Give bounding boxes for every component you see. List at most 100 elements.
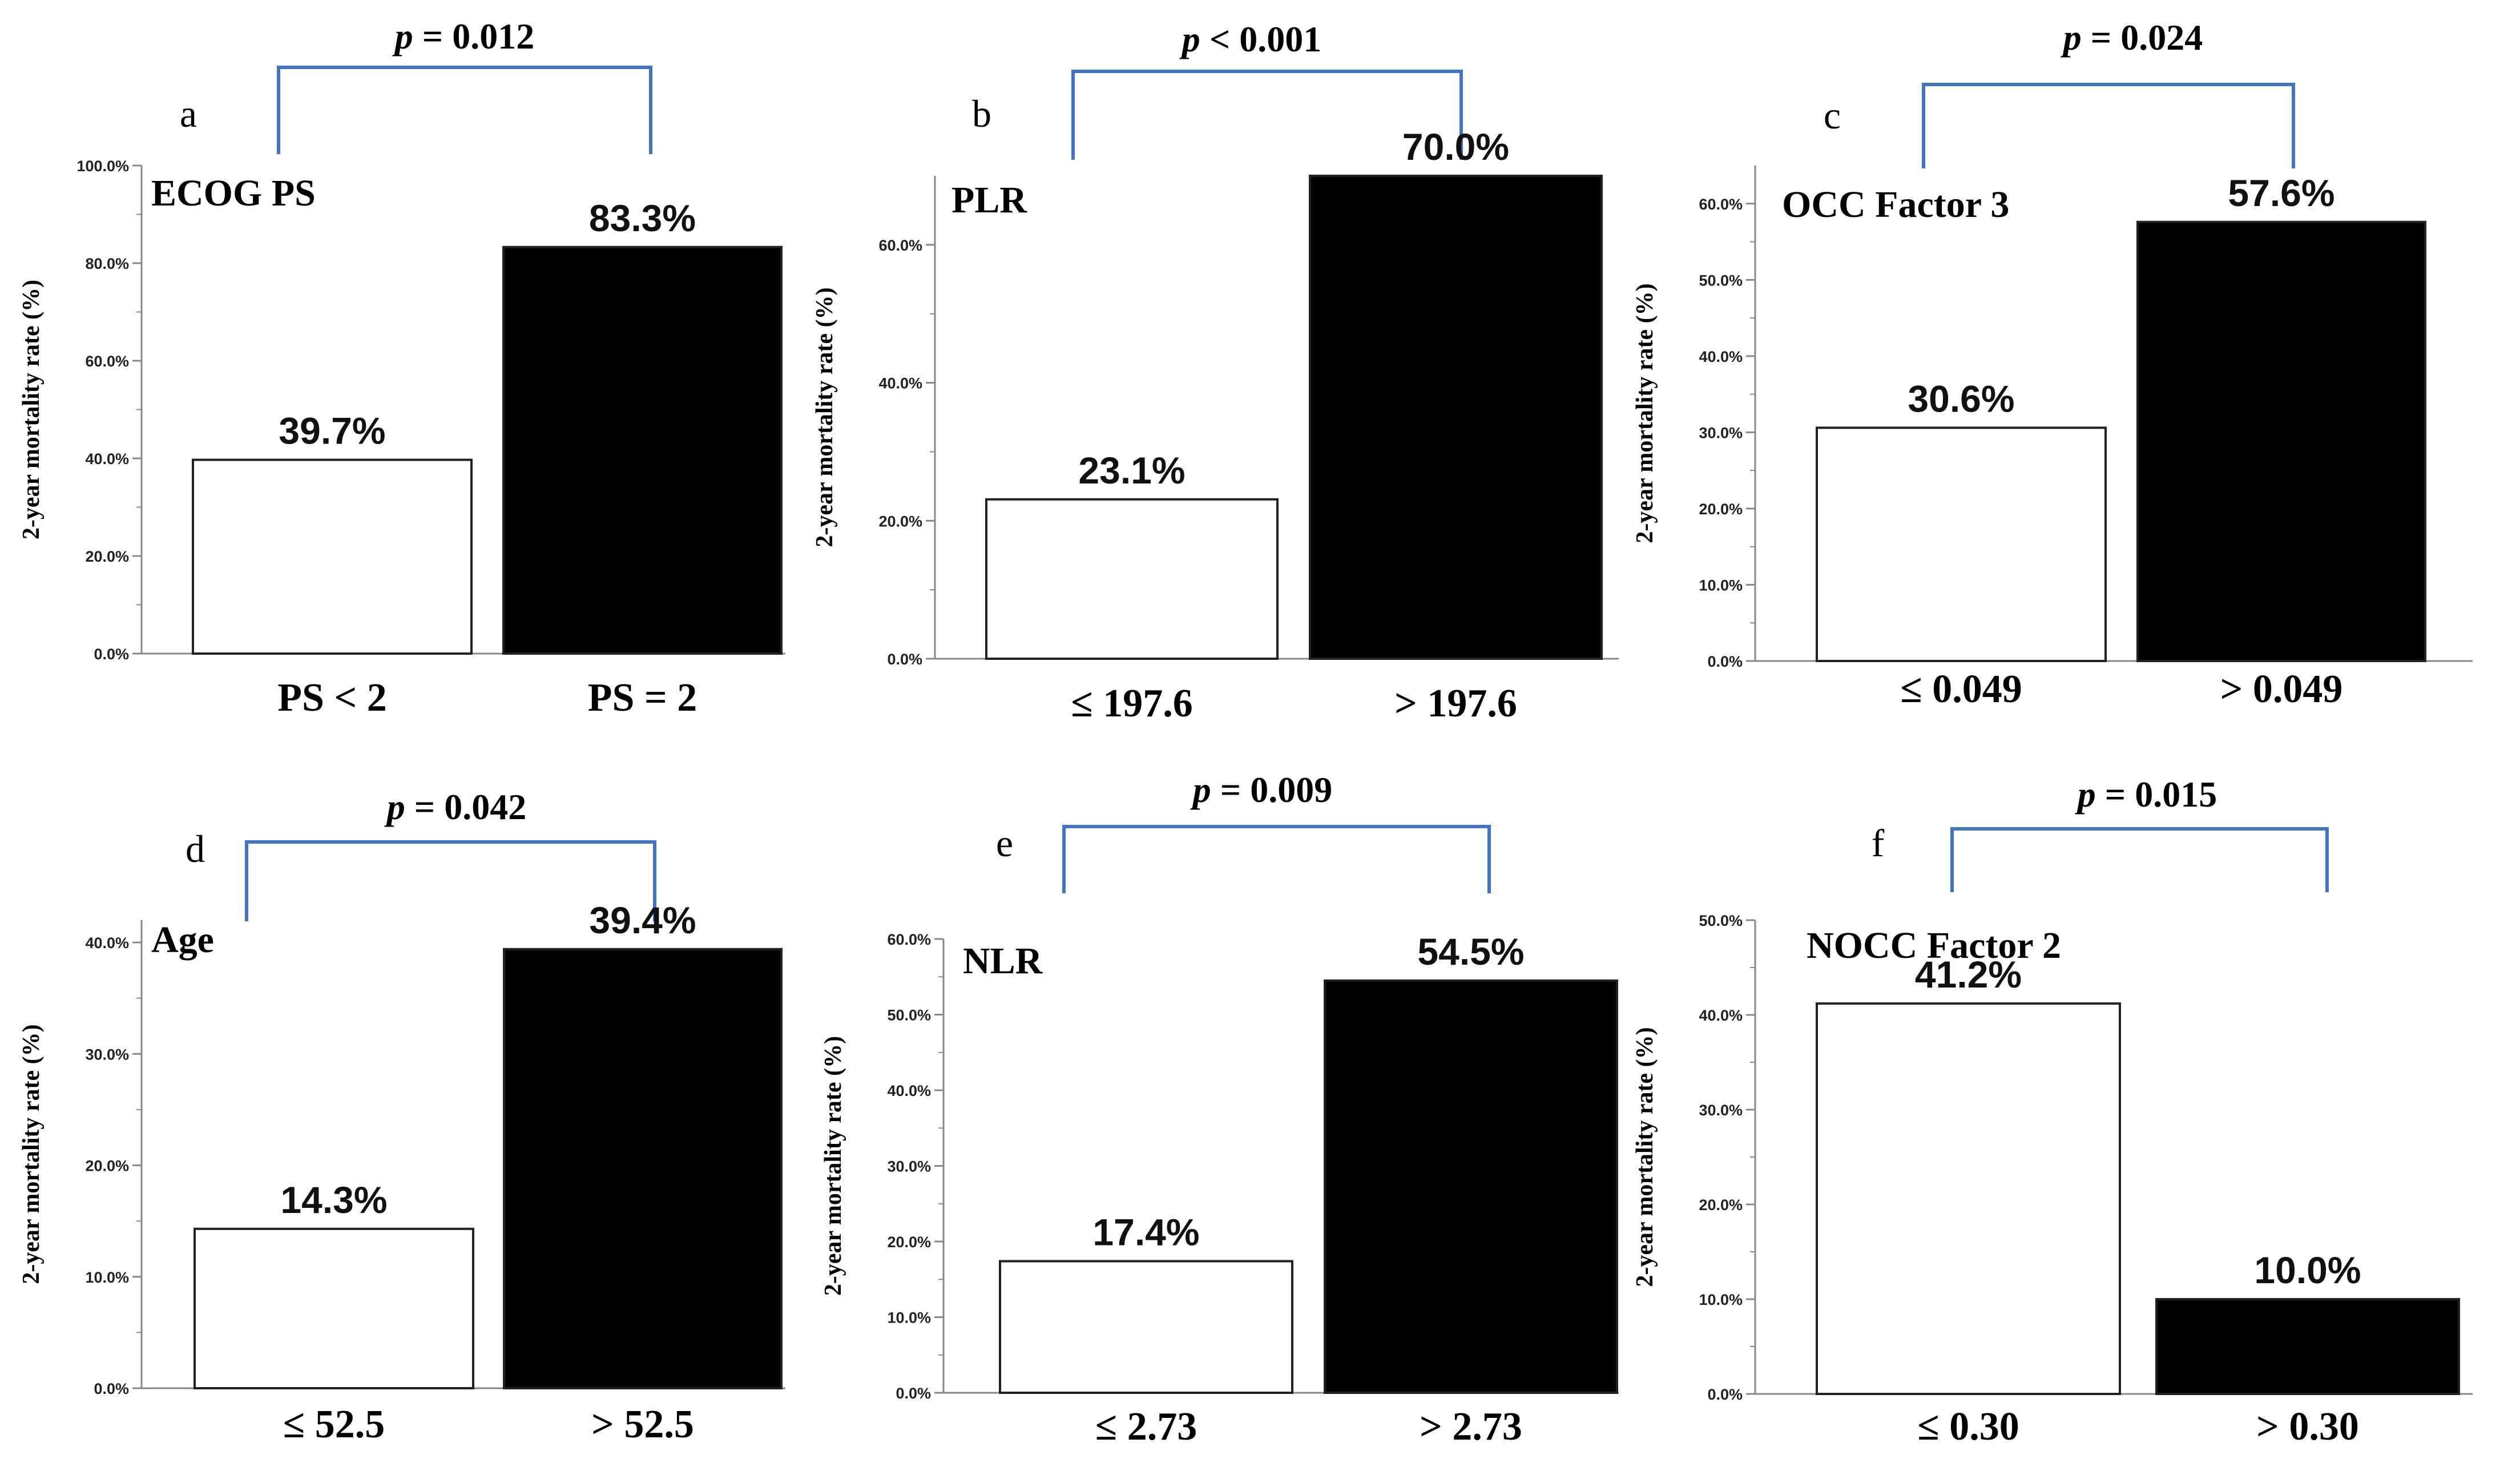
- significance-bracket: [1071, 70, 1463, 160]
- y-tick-label: 40.0%: [85, 450, 129, 467]
- x-category-label: > 0.049: [2220, 667, 2343, 711]
- x-category-label: ≤ 0.30: [1917, 1405, 2019, 1449]
- bar-value-label: 54.5%: [1417, 930, 1524, 973]
- bar-value-label: 39.4%: [589, 899, 696, 941]
- panel-title: NOCC Factor 2: [1807, 925, 2061, 966]
- panel-title: Age: [151, 919, 214, 961]
- x-category-label: PS < 2: [277, 676, 387, 720]
- chart-panel-d: p = 0.042 d 0.0% 10.0% 20.0% 30.0% 40.0% 2-year…: [18, 787, 785, 1446]
- y-tick-label: 10.0%: [85, 1269, 129, 1286]
- bar-low-group: [1816, 1002, 2121, 1395]
- significance-bracket: [1950, 827, 2329, 892]
- significance-bracket: [1922, 83, 2295, 168]
- x-category-label: ≤ 52.5: [283, 1402, 385, 1446]
- y-tick-label: 50.0%: [887, 1007, 931, 1024]
- panel-letter: f: [1872, 821, 1885, 865]
- p-value-label: p < 0.001: [1179, 19, 1321, 59]
- y-axis-label: 2-year mortality rate (%): [1632, 283, 1658, 543]
- p-value-label: p = 0.015: [2075, 774, 2217, 815]
- y-tick-label: 0.0%: [896, 1385, 931, 1402]
- y-tick-label: 20.0%: [887, 1234, 931, 1251]
- panel-title: ECOG PS: [151, 172, 316, 214]
- y-tick-label: 60.0%: [85, 353, 129, 370]
- y-tick-label: 20.0%: [1699, 501, 1743, 518]
- y-tick-label: 100.0%: [76, 158, 129, 175]
- bar-low-group: [192, 458, 473, 655]
- bar-low-group: [193, 1227, 474, 1390]
- panel-letter: d: [186, 827, 205, 870]
- y-tick-label: 20.0%: [878, 513, 922, 530]
- bar-value-label: 83.3%: [589, 197, 696, 239]
- y-tick-label: 10.0%: [1699, 577, 1743, 594]
- bar-value-label: 14.3%: [280, 1179, 387, 1221]
- p-value-label: p = 0.042: [384, 787, 526, 827]
- bar-value-label: 23.1%: [1078, 449, 1185, 491]
- y-tick-label: 0.0%: [1707, 653, 1743, 670]
- x-category-label: > 2.73: [1420, 1405, 1522, 1449]
- bar-high-group: [502, 245, 783, 655]
- x-category-label: > 0.30: [2256, 1405, 2359, 1449]
- bar-high-group: [2136, 220, 2426, 662]
- significance-bracket: [1062, 825, 1491, 893]
- p-value-label: p = 0.024: [2061, 17, 2203, 58]
- y-axis-label: 2-year mortality rate (%): [820, 1036, 846, 1296]
- x-category-label: > 52.5: [591, 1402, 694, 1446]
- bar-value-label: 10.0%: [2254, 1249, 2361, 1291]
- bar-value-label: 17.4%: [1092, 1211, 1199, 1253]
- chart-panel-f: p = 0.015 f 0.0% 10.0% 20.0% 30.0% 40.0% 50.0% 2…: [1632, 774, 2473, 1449]
- y-tick-label: 0.0%: [94, 1380, 129, 1397]
- y-tick-label: 40.0%: [85, 934, 129, 952]
- y-tick-label: 40.0%: [1699, 348, 1743, 365]
- y-tick-label: 10.0%: [1699, 1291, 1743, 1308]
- bar-value-label: 39.7%: [279, 410, 385, 452]
- y-tick-label: 30.0%: [1699, 424, 1743, 441]
- y-tick-label: 30.0%: [85, 1046, 129, 1063]
- panel-letter: c: [1824, 94, 1841, 137]
- panel-letter: a: [180, 92, 197, 135]
- y-tick-label: 0.0%: [94, 646, 129, 663]
- y-tick-label: 40.0%: [1699, 1007, 1743, 1024]
- panel-title: NLR: [963, 940, 1043, 982]
- chart-panel-b: p < 0.001 b 0.0% 20.0% 40.0% 60.0% 2-year mort…: [812, 19, 1619, 726]
- x-category-label: ≤ 0.049: [1900, 667, 2022, 711]
- bar-low-group: [1816, 426, 2107, 662]
- chart-panel-a: p = 0.012 a 0.0% 20.0% 40.0% 60.0% 80.0% 100.0%…: [18, 16, 785, 720]
- bar-value-label: 41.2%: [1915, 953, 2022, 996]
- y-axis-label: 2-year mortality rate (%): [18, 280, 45, 539]
- bar-value-label: 70.0%: [1402, 126, 1509, 168]
- p-value-label: p = 0.009: [1190, 769, 1332, 810]
- bar-low-group: [985, 498, 1279, 660]
- bar-value-label: 30.6%: [1908, 377, 2014, 420]
- panel-title: PLR: [951, 179, 1027, 221]
- y-tick-label: 60.0%: [887, 931, 931, 948]
- y-tick-label: 80.0%: [85, 255, 129, 272]
- y-tick-label: 20.0%: [85, 1158, 129, 1175]
- x-category-label: ≤ 2.73: [1095, 1405, 1197, 1449]
- bar-high-group: [1309, 175, 1603, 660]
- y-tick-label: 20.0%: [85, 548, 129, 565]
- y-tick-label: 40.0%: [878, 375, 922, 392]
- chart-panel-e: p = 0.009 e 0.0% 10.0% 20.0% 30.0% 40.0% 50.0% 6…: [820, 769, 1619, 1449]
- y-tick-label: 30.0%: [1699, 1102, 1743, 1119]
- x-category-label: > 197.6: [1394, 682, 1517, 726]
- bar-high-group: [2155, 1298, 2460, 1395]
- y-tick-label: 40.0%: [887, 1082, 931, 1099]
- panel-title: OCC Factor 3: [1782, 184, 2009, 225]
- p-value-label: p = 0.012: [392, 16, 534, 57]
- y-tick-label: 50.0%: [1699, 912, 1743, 929]
- y-axis-label: 2-year mortality rate (%): [812, 287, 838, 547]
- y-tick-label: 60.0%: [878, 237, 922, 254]
- y-tick-label: 50.0%: [1699, 272, 1743, 289]
- bar-high-group: [1324, 979, 1618, 1394]
- significance-bracket: [277, 66, 652, 154]
- bar-low-group: [999, 1260, 1293, 1394]
- y-tick-label: 20.0%: [1699, 1196, 1743, 1214]
- panel-letter: b: [972, 92, 991, 135]
- y-tick-label: 0.0%: [887, 651, 922, 668]
- x-category-label: ≤ 197.6: [1071, 682, 1192, 726]
- panel-letter: e: [996, 821, 1013, 865]
- y-tick-label: 0.0%: [1707, 1386, 1743, 1403]
- bar-high-group: [503, 948, 783, 1390]
- significance-bracket: [245, 840, 656, 921]
